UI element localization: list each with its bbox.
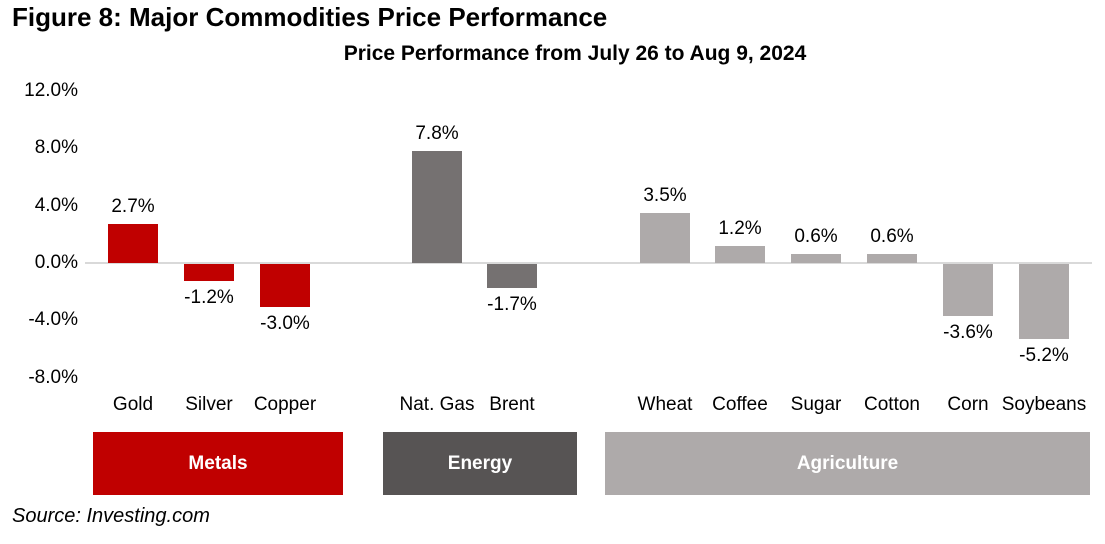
- value-label-wheat: 3.5%: [643, 184, 687, 206]
- bar-nat-gas: [412, 151, 462, 263]
- bar-cotton: [867, 254, 917, 263]
- value-label-cotton: 0.6%: [870, 226, 914, 248]
- group-box-metals: Metals: [93, 432, 343, 495]
- bar-wheat: [640, 212, 690, 263]
- value-label-nat-gas: 7.8%: [415, 123, 459, 145]
- x-axis-label-silver: Silver: [185, 394, 233, 415]
- group-box-agriculture: Agriculture: [605, 432, 1090, 495]
- x-axis-label-gold: Gold: [112, 394, 154, 415]
- x-axis-label-coffee: Coffee: [712, 394, 768, 415]
- zero-gridline: [85, 262, 1092, 264]
- bar-copper: [260, 264, 310, 308]
- x-axis-label-brent: Brent: [489, 394, 535, 415]
- value-label-corn: -3.6%: [943, 321, 993, 343]
- value-label-silver: -1.2%: [184, 287, 234, 309]
- y-axis-tick-12.0: 12.0%: [24, 79, 78, 101]
- x-axis-label-soybeans: Soybeans: [1001, 394, 1087, 415]
- group-box-energy: Energy: [383, 432, 577, 495]
- y-axis-tick-0.0: 0.0%: [34, 252, 78, 273]
- value-label-sugar: 0.6%: [794, 226, 838, 248]
- figure-title: Figure 8: Major Commodities Price Perfor…: [12, 2, 608, 32]
- x-axis-label-corn: Corn: [947, 394, 989, 415]
- y-axis-tick-8.0: 8.0%: [34, 137, 78, 159]
- source-note: Source: Investing.com: [12, 505, 210, 527]
- value-label-copper: -3.0%: [260, 313, 310, 335]
- value-label-gold: 2.7%: [111, 196, 155, 218]
- bar-corn: [943, 264, 993, 316]
- bar-sugar: [791, 254, 841, 263]
- y-axis-tick-4.0: 4.0%: [34, 194, 78, 216]
- value-label-soybeans: -5.2%: [1019, 344, 1069, 366]
- bar-brent: [487, 264, 537, 289]
- x-axis-label-sugar: Sugar: [790, 394, 842, 415]
- y-axis-tick--8.0: -8.0%: [28, 366, 78, 388]
- value-label-brent: -1.7%: [487, 294, 537, 316]
- bar-coffee: [715, 245, 765, 263]
- bar-silver: [184, 264, 234, 282]
- x-axis-label-copper: Copper: [253, 394, 317, 415]
- x-axis-label-nat-gas: Nat. Gas: [399, 394, 475, 415]
- value-label-coffee: 1.2%: [718, 217, 762, 239]
- y-axis-tick--4.0: -4.0%: [28, 309, 78, 331]
- bar-gold: [108, 224, 158, 263]
- x-axis-label-wheat: Wheat: [637, 394, 693, 415]
- x-axis-label-cotton: Cotton: [864, 394, 920, 415]
- chart-title: Price Performance from July 26 to Aug 9,…: [343, 42, 807, 65]
- bar-soybeans: [1019, 264, 1069, 339]
